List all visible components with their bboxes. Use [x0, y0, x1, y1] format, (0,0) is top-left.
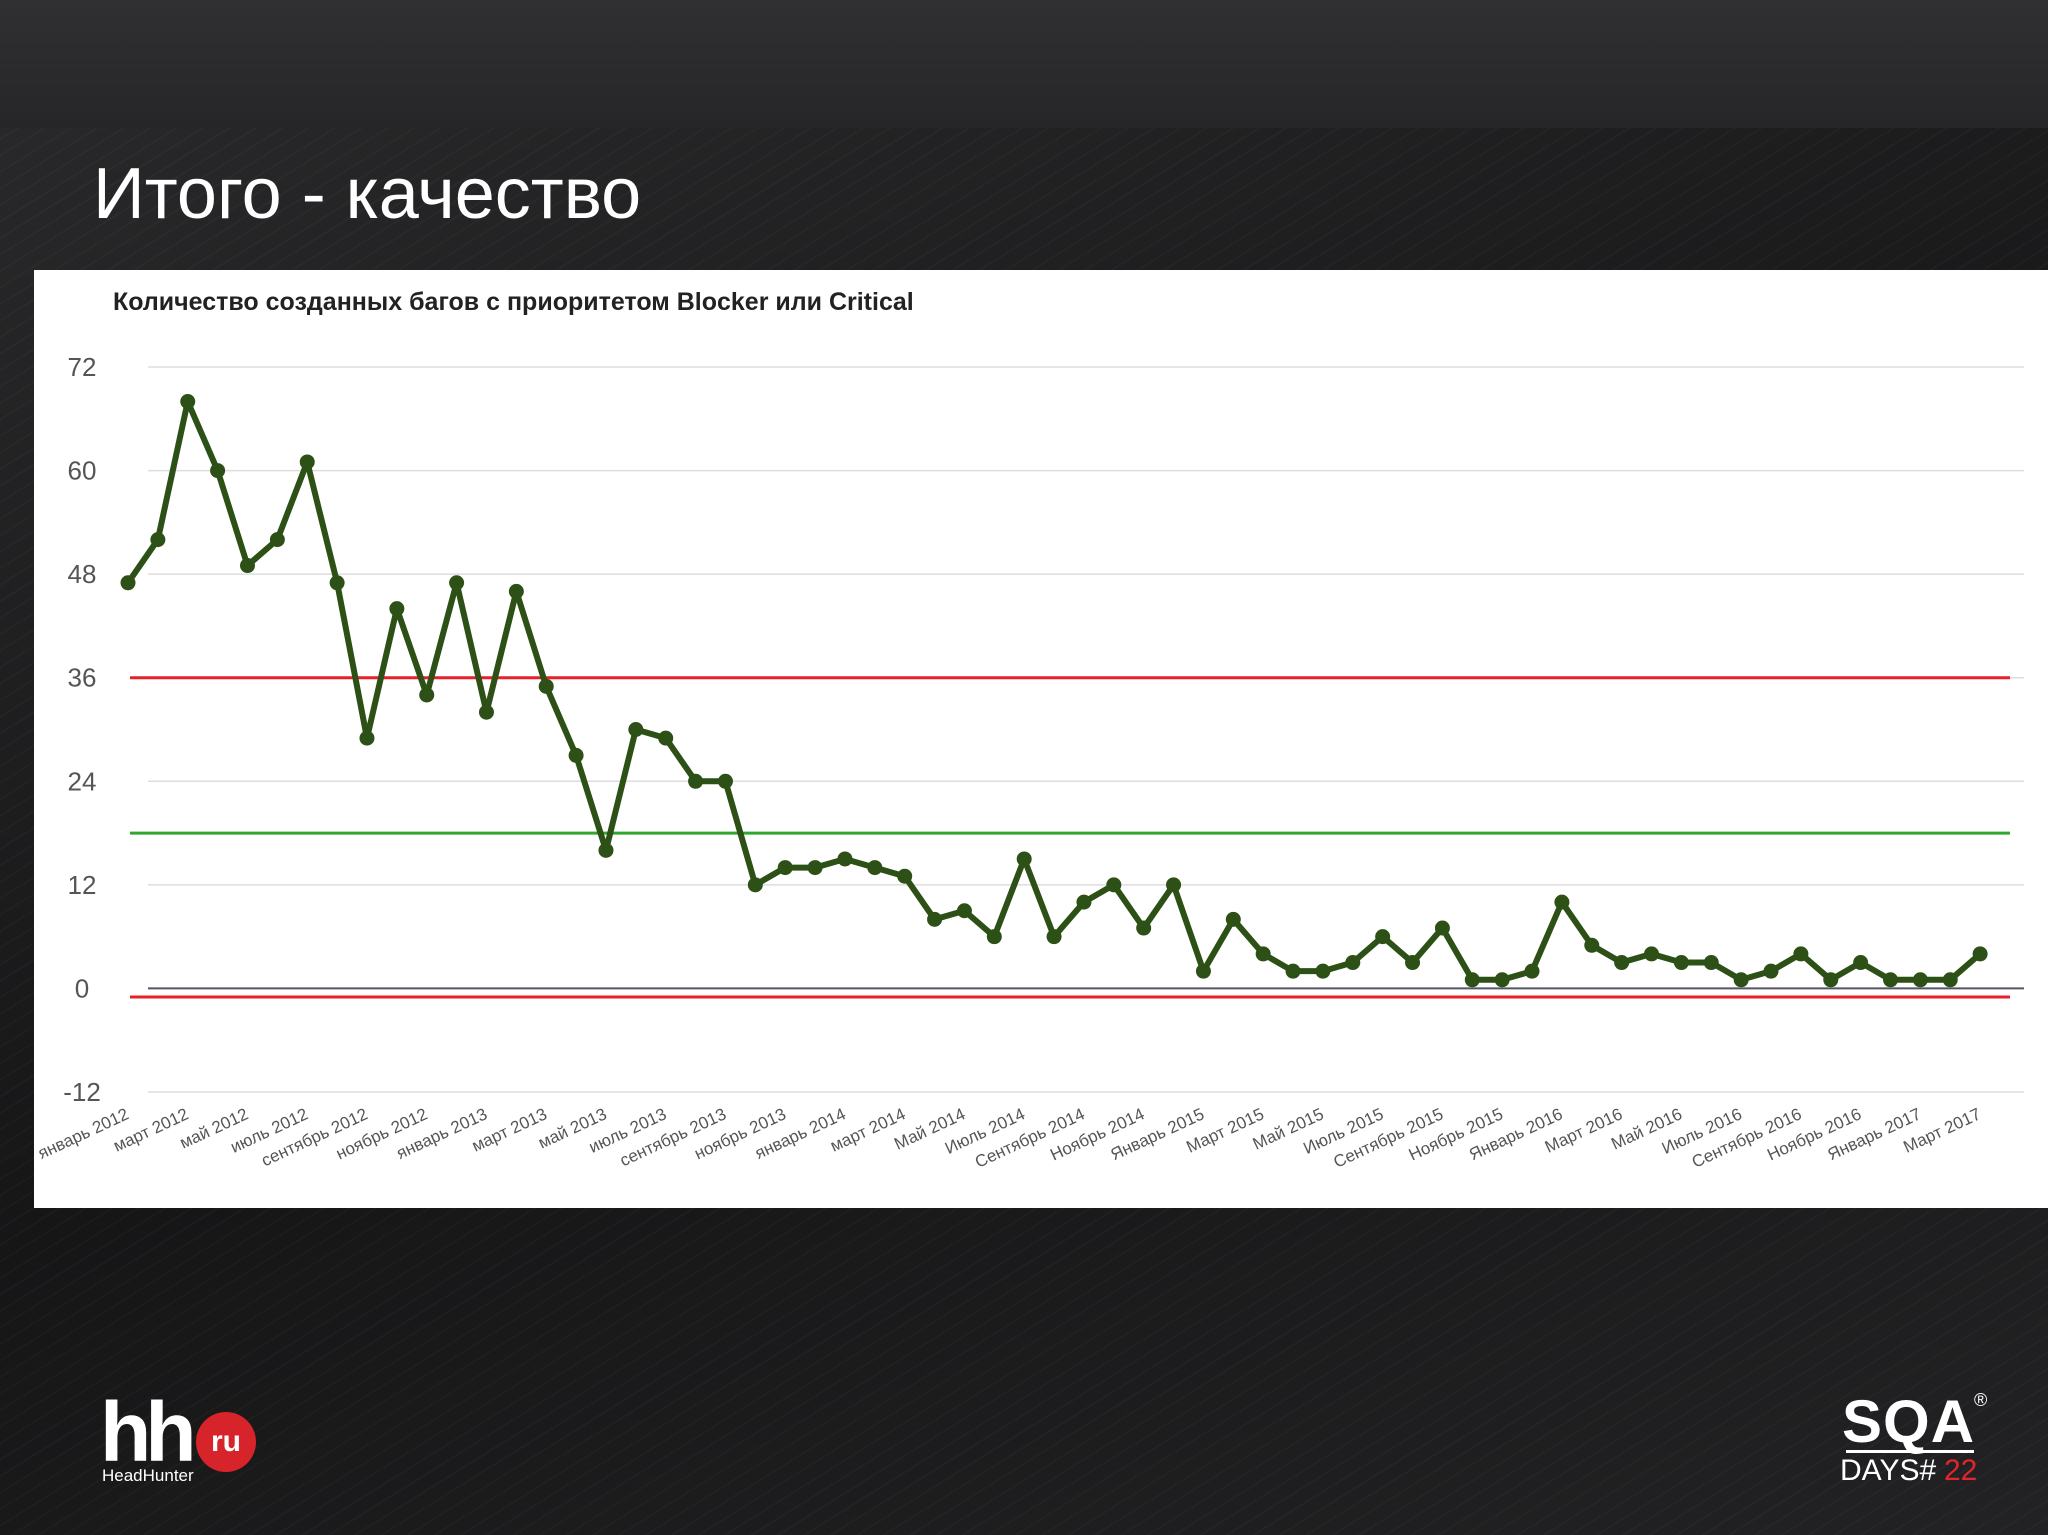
- slide-title: Итого - качество: [93, 154, 642, 234]
- data-point: [389, 601, 405, 617]
- series-line: [125, 398, 1984, 983]
- data-point: [1315, 963, 1331, 979]
- data-point: [1405, 955, 1421, 971]
- sqa-logo-main: SQA: [1842, 1388, 1976, 1455]
- data-point: [598, 842, 614, 858]
- data-point: [180, 394, 196, 410]
- data-point: [478, 704, 494, 720]
- data-point: [777, 860, 793, 876]
- data-point: [1524, 963, 1540, 979]
- data-point: [1225, 911, 1241, 927]
- y-tick-label: 24: [68, 766, 97, 796]
- data-point: [449, 575, 465, 591]
- y-tick-label: 0: [75, 973, 89, 1003]
- data-point: [150, 532, 166, 548]
- reference-lines: [130, 676, 2010, 999]
- data-point: [1434, 920, 1450, 936]
- data-point: [1853, 955, 1869, 971]
- data-point: [329, 575, 345, 591]
- data-point: [1195, 963, 1211, 979]
- data-point: [1106, 877, 1122, 893]
- data-point: [867, 860, 883, 876]
- data-point: [688, 773, 704, 789]
- data-point: [299, 454, 315, 470]
- y-tick-label: -12: [63, 1077, 101, 1107]
- data-point: [1016, 851, 1032, 867]
- data-point: [1076, 894, 1092, 910]
- data-point: [986, 929, 1002, 945]
- y-tick-label: 12: [68, 870, 97, 900]
- line-chart: Количество созданных багов с приоритетом…: [35, 288, 2024, 1172]
- data-point: [1673, 955, 1689, 971]
- data-point: [568, 747, 584, 763]
- hh-logo-badge: ru: [196, 1412, 256, 1472]
- data-point: [120, 575, 136, 591]
- sqa-logo-number: 22: [1944, 1454, 1978, 1487]
- data-point: [1375, 929, 1391, 945]
- data-point: [269, 532, 285, 548]
- chart-title: Количество созданных багов с приоритетом…: [113, 288, 914, 316]
- data-point: [1733, 972, 1749, 988]
- data-point: [1972, 946, 1988, 962]
- data-point: [1255, 946, 1271, 962]
- data-point: [1942, 972, 1958, 988]
- data-point: [717, 773, 733, 789]
- data-point: [658, 730, 674, 746]
- data-point: [747, 877, 763, 893]
- data-point: [538, 678, 554, 694]
- data-point: [210, 463, 226, 479]
- data-point: [1345, 955, 1361, 971]
- sqa-registered-mark: ®: [1974, 1390, 1988, 1410]
- data-point: [927, 911, 943, 927]
- data-point: [1644, 946, 1660, 962]
- data-point: [1464, 972, 1480, 988]
- data-point: [897, 868, 913, 884]
- data-point: [239, 558, 255, 574]
- data-point: [419, 687, 435, 703]
- y-tick-label: 60: [68, 456, 97, 486]
- data-point: [956, 903, 972, 919]
- data-point: [1763, 963, 1779, 979]
- data-point: [837, 851, 853, 867]
- data-point: [1584, 937, 1600, 953]
- data-point: [1285, 963, 1301, 979]
- data-point: [1166, 877, 1182, 893]
- data-point: [628, 722, 644, 737]
- data-point: [807, 860, 823, 876]
- data-point: [508, 583, 524, 599]
- y-axis-ticks: -12 0 12 24 36 48 60 72: [63, 352, 101, 1107]
- data-point: [1883, 972, 1899, 988]
- data-point: [1703, 955, 1719, 971]
- data-series: [120, 394, 1988, 988]
- top-banner: [0, 0, 2048, 128]
- hh-logo-letters: hh: [100, 1385, 197, 1479]
- data-point: [1793, 946, 1809, 962]
- data-point: [1614, 955, 1630, 971]
- y-tick-label: 48: [68, 559, 97, 589]
- data-point: [1136, 920, 1152, 936]
- hh-logo-caption: HeadHunter: [102, 1466, 194, 1485]
- data-point: [1912, 972, 1928, 988]
- sqa-logo-divider: [1846, 1450, 1974, 1453]
- y-tick-label: 36: [68, 663, 97, 693]
- sqa-days-logo: SQA ® DAYS# 22: [1836, 1388, 1996, 1492]
- data-point: [359, 730, 375, 746]
- data-point: [1494, 972, 1510, 988]
- data-point: [1554, 894, 1570, 910]
- data-point: [1046, 929, 1062, 945]
- sqa-logo-days: DAYS#: [1840, 1454, 1937, 1487]
- data-point: [1823, 972, 1839, 988]
- headhunter-logo: hh ru HeadHunter: [100, 1390, 270, 1490]
- chart-panel: Количество созданных багов с приоритетом…: [34, 270, 2048, 1208]
- y-tick-label: 72: [68, 352, 97, 382]
